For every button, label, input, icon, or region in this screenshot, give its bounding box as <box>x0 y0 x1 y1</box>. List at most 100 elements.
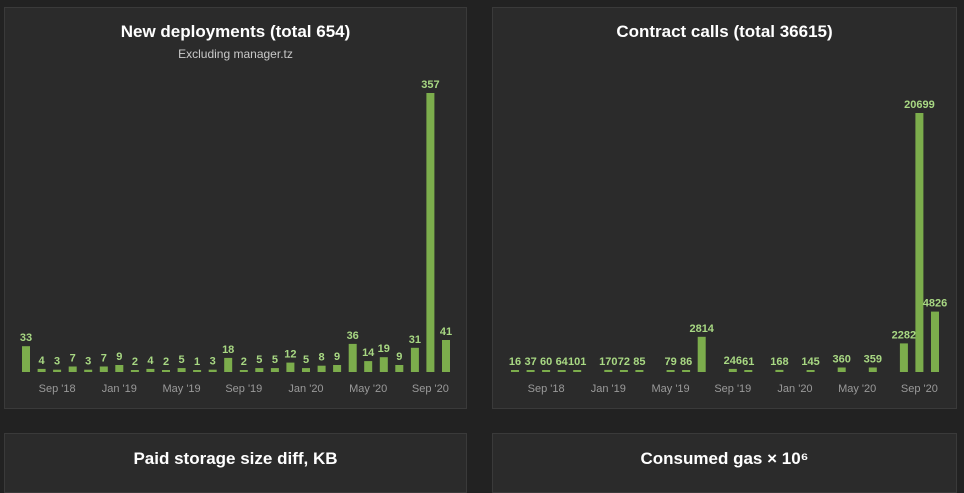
deployments-bar <box>410 347 419 372</box>
deployments-data-label: 36 <box>347 330 359 342</box>
calls-bar <box>542 370 551 372</box>
deployments-data-label: 9 <box>334 351 340 363</box>
deployments-subtitle: Excluding manager.tz <box>178 47 293 61</box>
deployments-bar <box>333 365 342 372</box>
deployments-data-label: 4 <box>147 355 154 367</box>
calls-data-label: 246 <box>724 355 742 367</box>
deployments-bar <box>99 366 108 372</box>
calls-tick-label: Sep '19 <box>714 383 751 395</box>
calls-bar <box>868 367 877 372</box>
calls-bar <box>931 311 939 372</box>
deployments-bar <box>395 365 404 372</box>
calls-tick-label: May '20 <box>838 383 876 395</box>
calls-bar <box>573 370 582 372</box>
deployments-data-label: 4 <box>39 355 46 367</box>
deployments-data-label: 5 <box>179 354 185 366</box>
calls-title: Contract calls (total 36615) <box>616 22 833 41</box>
calls-data-label: 37 <box>524 356 536 368</box>
calls-bar <box>915 113 924 372</box>
deployments-bar <box>302 368 310 372</box>
deployments-tick-label: Sep '19 <box>225 383 262 395</box>
calls-chart: 16 37 60 64 101 170 72 85 79 86 2814 246 61 168 145 360… <box>509 99 947 395</box>
calls-data-label: 60 <box>540 356 552 368</box>
calls-bar <box>557 370 566 372</box>
deployments-bar <box>224 357 233 372</box>
deployments-tick-label: Jan '19 <box>102 383 137 395</box>
calls-bar <box>899 343 908 372</box>
gas-panel: Consumed gas × 10⁶ <box>492 433 957 493</box>
calls-panel: Contract calls (total 36615) 16 37 60 64 101… <box>492 7 957 409</box>
calls-bar <box>728 368 737 372</box>
deployments-data-label: 33 <box>20 332 32 344</box>
calls-data-label: 4826 <box>923 298 947 310</box>
calls-data-label: 64 <box>556 356 569 368</box>
deployments-data-label: 5 <box>272 354 278 366</box>
calls-data-label: 61 <box>742 356 754 368</box>
deployments-bar <box>177 368 186 372</box>
deployments-data-label: 2 <box>132 356 138 368</box>
deployments-data-label: 7 <box>101 353 107 365</box>
deployments-bar <box>208 369 217 372</box>
deployments-bar <box>270 368 279 372</box>
deployments-bar <box>130 370 139 372</box>
deployments-data-label: 12 <box>284 349 296 361</box>
deployments-data-label: 1 <box>194 356 200 368</box>
deployments-bar <box>255 368 264 372</box>
calls-data-label: 16 <box>509 356 521 368</box>
deployments-tick-label: Sep '20 <box>412 383 449 395</box>
deployments-bar <box>193 370 202 372</box>
deployments-tick-label: Jan '20 <box>288 383 323 395</box>
storage-panel: Paid storage size diff, KB <box>4 433 467 493</box>
gas-title: Consumed gas × 10⁶ <box>640 449 809 468</box>
calls-bar <box>666 370 675 372</box>
storage-title: Paid storage size diff, KB <box>133 449 338 468</box>
calls-data-label: 360 <box>833 354 851 366</box>
deployments-data-label: 19 <box>378 343 390 355</box>
calls-data-label: 86 <box>680 356 692 368</box>
deployments-data-label: 2 <box>163 356 169 368</box>
deployments-bar <box>442 340 450 372</box>
deployments-bar <box>364 361 373 372</box>
deployments-data-label: 8 <box>319 352 325 364</box>
calls-tick-label: Sep '18 <box>528 383 565 395</box>
deployments-bar <box>146 368 155 372</box>
deployments-bar <box>115 365 124 372</box>
deployments-data-label: 9 <box>396 351 402 363</box>
deployments-data-label: 9 <box>116 351 122 363</box>
deployments-data-label: 41 <box>440 326 452 338</box>
calls-bar <box>526 370 535 372</box>
deployments-bar <box>348 343 357 372</box>
calls-bar <box>604 369 613 372</box>
deployments-bar <box>162 370 170 372</box>
deployments-data-label: 357 <box>421 79 439 91</box>
calls-data-label: 168 <box>770 356 788 368</box>
deployments-bar <box>426 93 435 372</box>
calls-data-label: 79 <box>664 356 676 368</box>
calls-bar <box>682 370 691 372</box>
calls-data-label: 20699 <box>904 99 935 111</box>
calls-data-label: 2814 <box>689 323 714 335</box>
deployments-bar <box>379 357 388 372</box>
deployments-data-label: 5 <box>303 354 309 366</box>
calls-data-label: 359 <box>864 354 882 366</box>
deployments-title: New deployments (total 654) <box>120 22 351 41</box>
deployments-bar <box>317 365 326 372</box>
deployments-data-label: 31 <box>409 334 421 346</box>
deployments-bar <box>37 368 46 372</box>
calls-tick-label: Jan '19 <box>591 383 626 395</box>
calls-bar <box>744 370 753 372</box>
calls-bar <box>697 336 706 372</box>
calls-data-label: 72 <box>618 356 630 368</box>
deployments-data-label: 5 <box>256 354 262 366</box>
deployments-tick-label: May '20 <box>349 383 387 395</box>
deployments-data-label: 14 <box>362 347 375 359</box>
deployments-bar <box>68 366 77 372</box>
calls-bar <box>837 367 846 372</box>
calls-bar <box>619 370 628 372</box>
deployments-data-label: 3 <box>85 356 91 368</box>
deployments-bar <box>84 369 93 372</box>
deployments-tick-label: Sep '18 <box>39 383 76 395</box>
calls-bar <box>775 369 784 372</box>
calls-tick-label: Sep '20 <box>901 383 938 395</box>
